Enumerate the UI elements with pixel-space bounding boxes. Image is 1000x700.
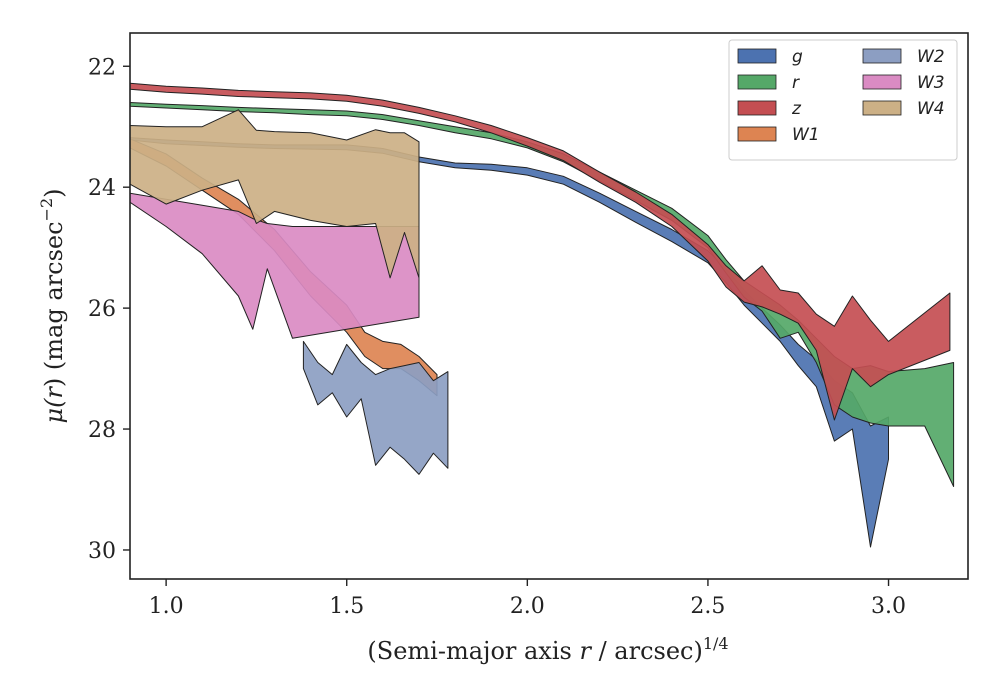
legend-item-w3: W3 <box>862 73 945 93</box>
legend-label: W1 <box>792 125 820 145</box>
y-tick-label: 26 <box>88 297 116 322</box>
legend-item-w2: W2 <box>862 47 945 67</box>
legend: grz W1 W2 W3 W4 <box>728 39 958 161</box>
legend-label: W2 <box>917 47 945 67</box>
legend-item-r: r <box>737 73 800 93</box>
legend-item-w1: W1 <box>737 125 820 145</box>
x-axis-label: (Semi-major axis r / arcsec)1/4 <box>367 634 728 665</box>
band-w4 <box>130 109 420 279</box>
y-tick-label: 28 <box>88 418 116 443</box>
x-tick-label: 1.0 <box>149 594 184 619</box>
y-tick-label: 30 <box>88 539 116 564</box>
legend-swatch <box>862 74 902 90</box>
legend-label: r <box>792 73 800 93</box>
x-tick-label: 2.5 <box>690 594 725 619</box>
y-axis-label: μ(r) (mag arcsec−2) <box>37 188 68 423</box>
band-w2 <box>302 340 449 475</box>
legend-item-w4: W4 <box>862 99 945 119</box>
legend-swatch <box>737 100 777 116</box>
legend-label: z <box>791 99 802 119</box>
x-tick-label: 3.0 <box>871 594 906 619</box>
legend-label: g <box>792 47 803 67</box>
plot-frame <box>129 32 969 580</box>
legend-swatch <box>737 48 777 64</box>
band-r <box>130 102 955 487</box>
y-tick-label: 22 <box>88 55 116 80</box>
legend-item-g: g <box>737 47 803 67</box>
legend-item-z: z <box>737 99 802 119</box>
legend-swatch <box>862 48 902 64</box>
legend-label: W4 <box>917 99 945 119</box>
band-z <box>130 82 951 421</box>
y-axis: 22 24 26 28 30 <box>88 55 130 564</box>
band-w3 <box>130 192 420 339</box>
x-axis: 1.0 1.5 2.0 2.5 3.0 <box>149 579 906 619</box>
x-tick-label: 1.5 <box>329 594 364 619</box>
band-g <box>130 137 889 548</box>
legend-label: W3 <box>917 73 945 93</box>
legend-swatch <box>737 74 777 90</box>
series-layer <box>130 82 955 548</box>
x-tick-label: 2.0 <box>510 594 545 619</box>
legend-frame <box>728 39 958 161</box>
legend-swatch <box>862 100 902 116</box>
legend-swatch <box>737 126 777 142</box>
y-tick-label: 24 <box>88 176 116 201</box>
